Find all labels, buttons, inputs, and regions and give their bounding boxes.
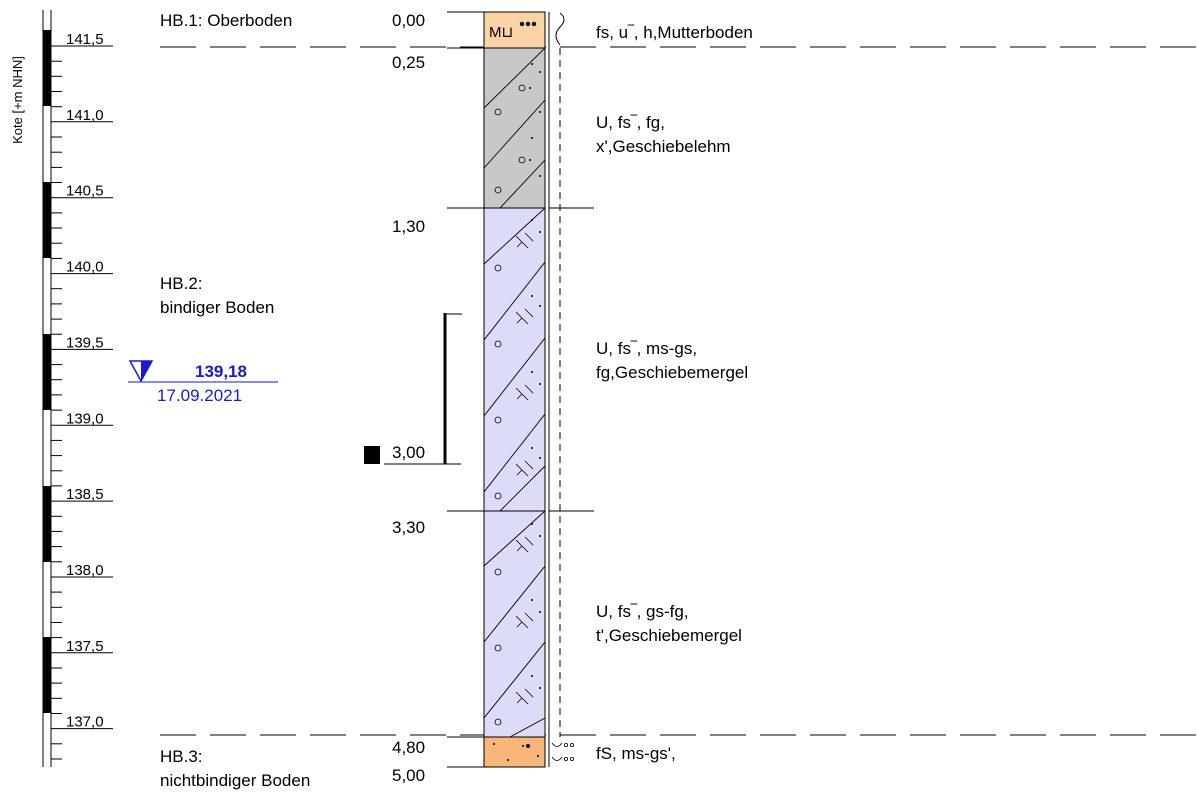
layer-geschiebemergel-2 [483,510,546,738]
depth-label: 1,30 [392,217,425,236]
layer-geschiebelehm [483,47,546,209]
zone-2-subtitle: bindiger Boden [160,298,274,317]
groundwater-date: 17.09.2021 [157,386,242,405]
layer-2-description: U, fs‾, fg, [596,113,665,132]
brace-icon [555,12,565,46]
elevation-axis: Kote [+m NHN] 141,5 141,0 140,5 140,0 139,5 1… [10,10,113,767]
axis-tick-label: 141,5 [66,31,104,48]
sample-marker [364,313,462,464]
layer-5-description: fS, ms-gs', [596,744,676,763]
zone-3-subtitle: nichtbindiger Boden [160,771,310,790]
depth-label: 3,00 [392,443,425,462]
axis-tick-label: 139,5 [66,334,104,351]
axis-tick-label: 138,0 [66,562,104,579]
groundwater-marker: 139,18 17.09.2021 [128,360,278,405]
layer-3-description: U, fs‾, ms-gs, [596,339,697,358]
sand-symbol-icon [551,742,575,762]
axis-label: Kote [+m NHN] [10,56,25,144]
layer-geschiebemergel-1 [483,207,546,512]
axis-tick-label: 137,0 [66,714,104,731]
layer-4-description-2: t',Geschiebemergel [596,626,742,645]
zone-2-title: HB.2: [160,274,203,293]
axis-tick-label: 140,5 [66,183,104,200]
depth-label: 5,00 [392,766,425,785]
depth-label: 0,00 [392,11,425,30]
axis-tick-label: 140,0 [66,259,104,276]
layer-fein-sand [483,736,546,768]
layer-symbol: M⊔ [489,24,513,41]
layer-3-description-2: fg,Geschiebemergel [596,363,748,382]
depth-label: 4,80 [392,738,425,757]
layer-4-description: U, fs‾, gs-fg, [596,602,689,621]
layer-1-description: fs, u‾, h,Mutterboden [596,23,753,42]
axis-tick-label: 141,0 [66,107,104,124]
groundwater-level: 139,18 [195,362,247,381]
axis-tick-label: 139,0 [66,410,104,427]
layer-2-description-2: x',Geschiebelehm [596,137,731,156]
zone-1-title: HB.1: Oberboden [160,11,292,30]
layer-mutterboden [483,11,546,49]
depth-label: 0,25 [392,53,425,72]
axis-tick-label: 138,5 [66,486,104,503]
zone-3-title: HB.3: [160,747,203,766]
depth-labels: 0,00 0,25 1,30 3,00 3,30 4,80 5,00 [384,11,484,785]
depth-label: 3,30 [392,518,425,537]
axis-tick-label: 137,5 [66,638,104,655]
borehole-column: M⊔ [483,11,561,768]
